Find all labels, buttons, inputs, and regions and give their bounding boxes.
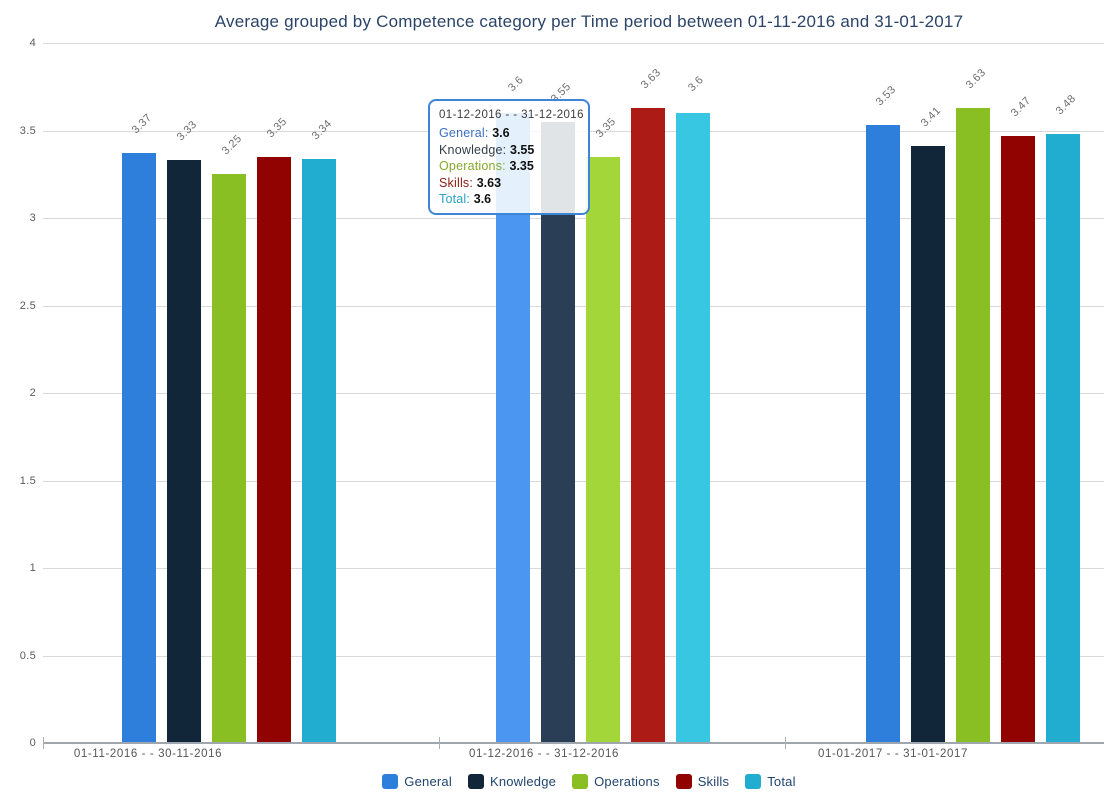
bar-total[interactable] xyxy=(302,158,336,742)
y-axis-tick-label: 1.5 xyxy=(19,474,36,487)
bar-operations[interactable] xyxy=(212,174,246,742)
bar-value-label: 3.35 xyxy=(593,115,618,140)
tooltip-row: Operations: 3.35 xyxy=(439,158,579,175)
tooltip-row: Skills: 3.63 xyxy=(439,175,579,192)
tooltip-series-label: Operations: xyxy=(439,159,510,173)
y-axis-tick-label: 2 xyxy=(29,387,36,399)
y-axis-tick-label: 3.5 xyxy=(19,124,36,137)
x-axis-tick xyxy=(43,737,44,749)
gridline xyxy=(43,43,1104,44)
legend-swatch-icon xyxy=(382,774,399,789)
tooltip-series-label: General: xyxy=(439,126,493,140)
bar-skills[interactable] xyxy=(1000,135,1035,742)
bar-skills[interactable] xyxy=(630,107,665,742)
x-axis-tick xyxy=(439,737,440,749)
tooltip: 01-12-2016 - - 31-12-2016 General: 3.6 Kn… xyxy=(428,99,590,215)
bar-value-label: 3.35 xyxy=(264,115,290,140)
legend-label: Operations xyxy=(594,774,660,789)
bar-value-label: 3.63 xyxy=(963,66,988,91)
y-axis-tick-label: 1 xyxy=(29,562,36,574)
bar-value-label: 3.48 xyxy=(1053,92,1078,118)
bar-knowledge[interactable] xyxy=(540,121,575,742)
legend-item-skills[interactable]: Skills xyxy=(675,774,730,789)
tooltip-series-label: Total: xyxy=(439,192,474,206)
x-axis-line xyxy=(43,742,1104,744)
bar-skills[interactable] xyxy=(257,156,291,742)
bar-general[interactable] xyxy=(122,153,156,742)
y-axis-tick-label: 4 xyxy=(29,37,36,49)
tooltip-value: 3.6 xyxy=(492,126,510,140)
bar-value-label: 3.34 xyxy=(309,117,335,142)
tooltip-value: 3.6 xyxy=(473,192,492,206)
bar-knowledge[interactable] xyxy=(910,146,945,742)
y-axis-tick-label: 0 xyxy=(29,737,36,749)
tooltip-row: General: 3.6 xyxy=(439,125,579,142)
bar-value-label: 3.53 xyxy=(873,84,898,109)
legend-label: Total xyxy=(767,774,796,789)
legend-item-general[interactable]: General xyxy=(382,774,452,789)
bar-total[interactable] xyxy=(675,113,710,742)
legend-item-operations[interactable]: Operations xyxy=(572,774,660,789)
legend-swatch-icon xyxy=(675,774,692,789)
x-axis-category-label: 01-11-2016 - - 30-11-2016 xyxy=(73,748,223,760)
tooltip-value: 3.55 xyxy=(510,142,535,157)
legend-swatch-icon xyxy=(467,774,484,789)
x-axis-tick xyxy=(785,737,786,749)
y-axis-tick-label: 3 xyxy=(29,212,36,224)
bar-operations[interactable] xyxy=(585,156,620,742)
legend-item-knowledge[interactable]: Knowledge xyxy=(467,774,557,789)
bar-value-label: 3.47 xyxy=(1008,94,1033,119)
tooltip-header: 01-12-2016 - - 31-12-2016 xyxy=(439,109,584,121)
legend: General Knowledge Operations Skills Total xyxy=(74,774,1104,789)
tooltip-series-label: Skills: xyxy=(439,175,477,190)
bar-operations[interactable] xyxy=(955,107,990,742)
chart-title: Average grouped by Competence category p… xyxy=(214,12,964,31)
bar-value-label: 3.25 xyxy=(219,133,245,158)
bar-value-label: 3.6 xyxy=(505,74,526,94)
tooltip-value: 3.63 xyxy=(476,175,502,190)
y-axis-tick-label: 2.5 xyxy=(19,299,36,312)
bar-general[interactable] xyxy=(495,113,530,742)
bar-value-label: 3.37 xyxy=(129,112,155,137)
tooltip-row: Total: 3.6 xyxy=(439,191,579,208)
bar-knowledge[interactable] xyxy=(167,160,201,742)
legend-label: General xyxy=(404,774,452,789)
x-axis-category-label: 01-01-2017 - - 31-01-2017 xyxy=(818,748,968,760)
tooltip-value: 3.35 xyxy=(509,159,534,173)
bar-value-label: 3.63 xyxy=(638,66,663,91)
x-axis-category-label: 01-12-2016 - - 31-12-2016 xyxy=(469,748,619,760)
bar-value-label: 3.6 xyxy=(685,74,706,94)
tooltip-series-label: Knowledge: xyxy=(439,142,510,157)
tooltip-row: Knowledge: 3.55 xyxy=(439,142,579,159)
bar-general[interactable] xyxy=(865,125,900,742)
legend-label: Skills xyxy=(697,774,730,789)
y-axis-tick-label: 0.5 xyxy=(19,649,36,662)
legend-item-total[interactable]: Total xyxy=(745,774,795,789)
legend-swatch-icon xyxy=(572,774,589,789)
legend-label: Knowledge xyxy=(489,774,557,789)
bar-total[interactable] xyxy=(1045,134,1080,742)
legend-swatch-icon xyxy=(745,774,762,789)
